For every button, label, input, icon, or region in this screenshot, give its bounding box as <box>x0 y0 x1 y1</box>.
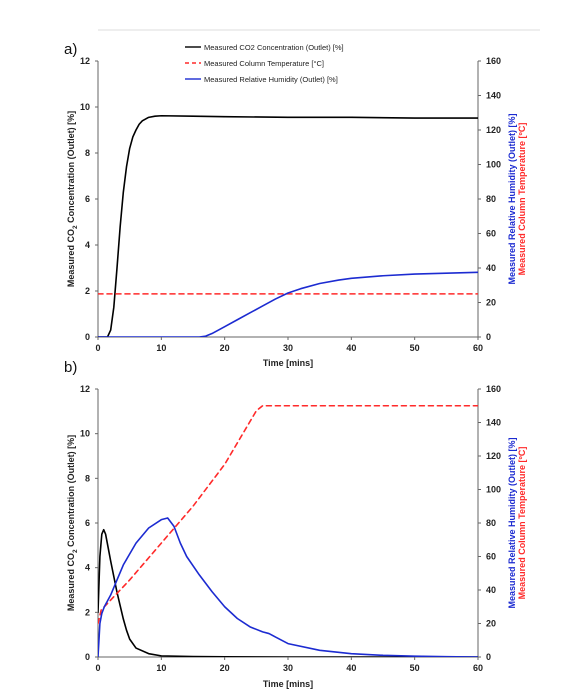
right-y-ticks: 0 20 40 60 80 100 120 140 160 <box>478 56 501 342</box>
x-tick-label: 0 <box>95 663 100 673</box>
right-y-tick-label: 100 <box>486 485 501 495</box>
co2-series-line <box>98 528 478 657</box>
right-y-tick-label: 80 <box>486 518 496 528</box>
legend-label-co2: Measured CO2 Concentration (Outlet) [%] <box>204 43 344 52</box>
right-y-ticks: 0 20 40 60 80 100 120 140 160 <box>478 384 501 662</box>
panel-label: b) <box>64 359 77 376</box>
left-y-title-subscript: 2 <box>72 225 79 229</box>
right-y-tick-label: 120 <box>486 451 501 461</box>
x-ticks: 0 10 20 30 40 50 60 <box>95 337 483 353</box>
right-y-tick-label: 140 <box>486 418 501 428</box>
right-y-tick-label: 60 <box>486 552 496 562</box>
left-y-axis-title: Measured CO2 Concentration (Outlet) [%] <box>66 111 79 287</box>
left-y-tick-label: 4 <box>85 240 90 250</box>
series-group <box>98 114 478 337</box>
right-y-axis-title-humidity: Measured Relative Humidity (Outlet) [%] <box>507 113 517 284</box>
right-y-axis-title-humidity: Measured Relative Humidity (Outlet) [%] <box>507 437 517 608</box>
right-y-axis-title-temperature: Measured Column Temperature [ºC] <box>517 123 527 276</box>
chart-panel-b: b) 0 10 20 30 40 50 60 0 2 4 6 8 10 12 0 20 40 60 80 100 1… <box>64 359 527 689</box>
x-tick-label: 60 <box>473 663 483 673</box>
x-tick-label: 20 <box>220 663 230 673</box>
left-y-title-part-1: Measured CO <box>66 553 76 611</box>
x-tick-label: 0 <box>95 343 100 353</box>
right-y-tick-label: 40 <box>486 585 496 595</box>
right-y-tick-label: 160 <box>486 384 501 394</box>
left-y-tick-label: 2 <box>85 286 90 296</box>
left-y-tick-label: 8 <box>85 148 90 158</box>
left-y-title-subscript: 2 <box>72 549 79 553</box>
left-y-tick-label: 6 <box>85 518 90 528</box>
co2-series-line <box>98 114 478 337</box>
left-y-tick-label: 12 <box>80 56 90 66</box>
humidity-series-line <box>98 517 478 657</box>
x-tick-label: 30 <box>283 663 293 673</box>
legend-label-humidity: Measured Relative Humidity (Outlet) [%] <box>204 75 338 84</box>
left-y-ticks: 0 2 4 6 8 10 12 <box>80 384 98 662</box>
right-y-tick-label: 120 <box>486 125 501 135</box>
temperature-series-line <box>98 404 478 625</box>
right-y-tick-label: 140 <box>486 91 501 101</box>
right-y-tick-label: 20 <box>486 298 496 308</box>
right-y-tick-label: 100 <box>486 160 501 170</box>
x-tick-label: 10 <box>156 663 166 673</box>
left-y-title-part-1: Measured CO <box>66 229 76 287</box>
x-tick-label: 20 <box>220 343 230 353</box>
x-tick-label: 60 <box>473 343 483 353</box>
legend-label-temperature: Measured Column Temperature [°C] <box>204 59 324 68</box>
left-y-tick-label: 0 <box>85 652 90 662</box>
series-group <box>98 404 478 657</box>
left-y-tick-label: 12 <box>80 384 90 394</box>
left-y-tick-label: 4 <box>85 563 90 573</box>
x-axis-title: Time [mins] <box>263 358 313 368</box>
left-y-tick-label: 6 <box>85 194 90 204</box>
panel-label: a) <box>64 41 77 58</box>
left-y-tick-label: 2 <box>85 607 90 617</box>
right-y-tick-label: 0 <box>486 332 491 342</box>
x-axis-title: Time [mins] <box>263 679 313 689</box>
x-ticks: 0 10 20 30 40 50 60 <box>95 657 483 673</box>
right-y-tick-label: 60 <box>486 229 496 239</box>
right-y-tick-label: 80 <box>486 194 496 204</box>
left-y-tick-label: 10 <box>80 102 90 112</box>
right-y-axis-title-temperature: Measured Column Temperature [ºC] <box>517 447 527 600</box>
chart-panel-a: a) 0 10 20 30 40 50 60 0 2 4 6 8 10 12 0 20 40 60 80 100 1… <box>64 29 540 368</box>
left-y-title-part-2: Concentration (Outlet) [%] <box>66 435 76 550</box>
left-y-tick-label: 8 <box>85 473 90 483</box>
right-y-tick-label: 40 <box>486 263 496 273</box>
left-y-ticks: 0 2 4 6 8 10 12 <box>80 56 98 342</box>
right-y-tick-label: 160 <box>486 56 501 66</box>
legend: Measured CO2 Concentration (Outlet) [%] … <box>185 43 344 84</box>
left-y-axis-title: Measured CO2 Concentration (Outlet) [%] <box>66 435 79 611</box>
right-y-tick-label: 20 <box>486 619 496 629</box>
x-tick-label: 40 <box>346 663 356 673</box>
left-y-tick-label: 10 <box>80 429 90 439</box>
x-tick-label: 10 <box>156 343 166 353</box>
right-y-tick-label: 0 <box>486 652 491 662</box>
humidity-series-line <box>98 271 478 337</box>
x-tick-label: 50 <box>410 663 420 673</box>
left-y-title-part-2: Concentration (Outlet) [%] <box>66 111 76 226</box>
left-y-tick-label: 0 <box>85 332 90 342</box>
x-tick-label: 40 <box>346 343 356 353</box>
axes <box>97 61 479 338</box>
x-tick-label: 30 <box>283 343 293 353</box>
x-tick-label: 50 <box>410 343 420 353</box>
